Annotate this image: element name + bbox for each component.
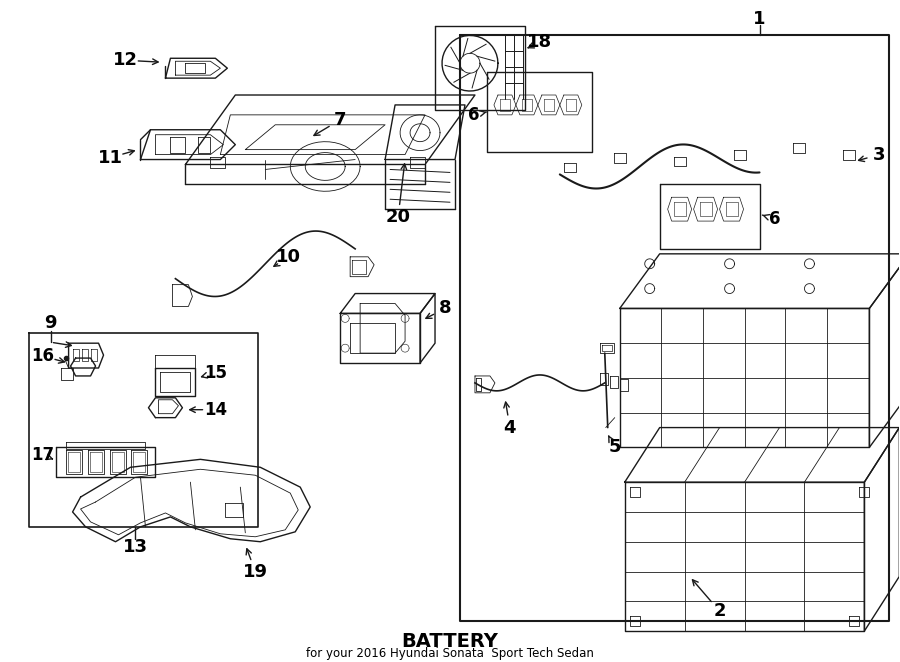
Text: 9: 9 xyxy=(44,314,57,332)
Text: 8: 8 xyxy=(438,299,451,318)
Text: 16: 16 xyxy=(32,347,54,365)
Text: 12: 12 xyxy=(113,51,138,70)
Text: 10: 10 xyxy=(275,248,301,266)
Text: 11: 11 xyxy=(98,148,123,167)
Text: 4: 4 xyxy=(504,418,517,436)
Text: 6: 6 xyxy=(468,106,480,124)
Text: 2: 2 xyxy=(714,602,725,620)
Text: 5: 5 xyxy=(608,438,621,456)
Text: 18: 18 xyxy=(527,33,553,52)
Text: 20: 20 xyxy=(385,208,410,226)
Text: BATTERY: BATTERY xyxy=(401,632,499,651)
Text: 14: 14 xyxy=(203,401,227,418)
Text: 19: 19 xyxy=(243,563,268,581)
Text: 7: 7 xyxy=(334,111,346,129)
Text: for your 2016 Hyundai Sonata  Sport Tech Sedan: for your 2016 Hyundai Sonata Sport Tech … xyxy=(306,647,594,661)
Text: 13: 13 xyxy=(123,538,148,555)
Text: 17: 17 xyxy=(32,446,54,464)
Text: 15: 15 xyxy=(204,364,227,382)
Text: 6: 6 xyxy=(769,210,780,228)
Text: 1: 1 xyxy=(753,9,766,28)
Text: 3: 3 xyxy=(873,146,886,164)
